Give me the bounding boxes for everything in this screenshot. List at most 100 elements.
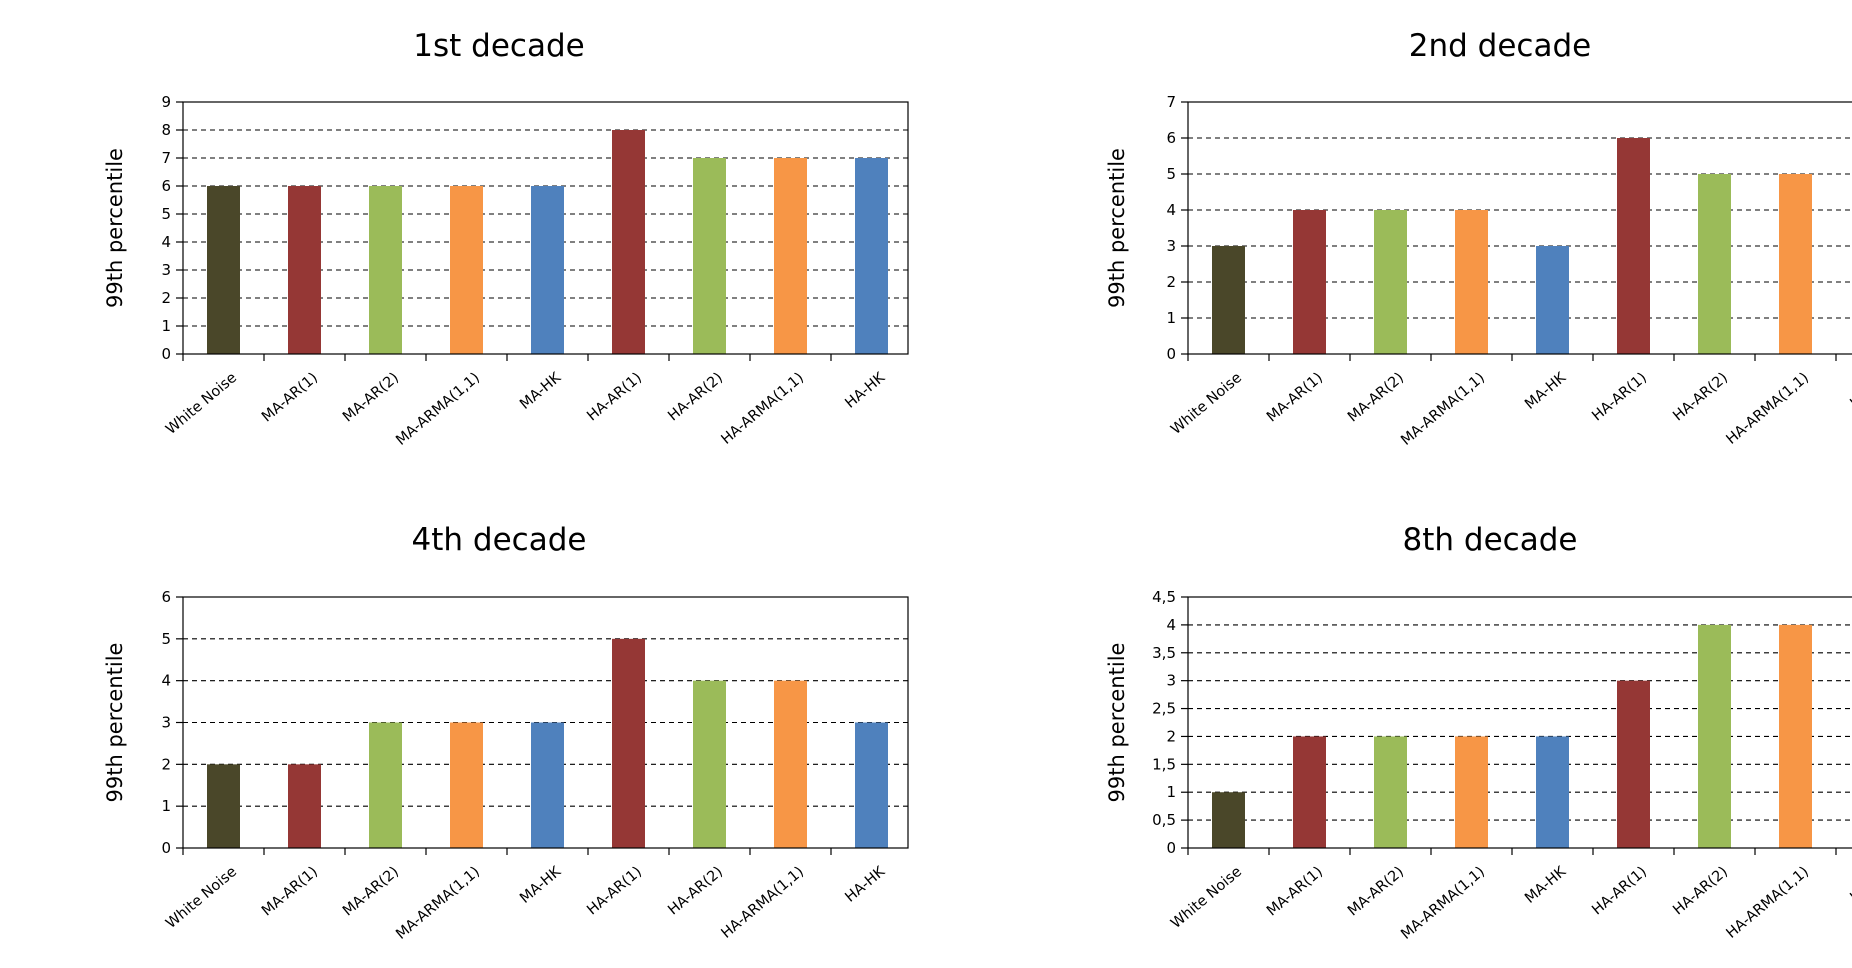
- y-tick-label: 2: [1166, 727, 1176, 745]
- bar-ma-arma-1-1-: [1455, 210, 1488, 354]
- chart-title: 4th decade: [412, 522, 587, 558]
- y-tick-label: 1,5: [1152, 755, 1176, 773]
- plot-frame: [1187, 101, 1852, 355]
- y-tick-label: 1: [161, 797, 171, 815]
- bar-ma-hk: [531, 722, 564, 848]
- x-category-label: HA-AR(1): [584, 370, 645, 425]
- x-category-label: White Noise: [1168, 864, 1245, 932]
- x-category-label: MA-AR(1): [1264, 370, 1326, 426]
- y-axis-label: 99th percentile: [103, 148, 127, 308]
- bar-ha-arma-1-1-: [774, 680, 807, 848]
- y-axis-label: 99th percentile: [1105, 148, 1129, 308]
- bar-ha-arma-1-1-: [1779, 174, 1812, 354]
- y-tick-label: 7: [161, 149, 171, 167]
- x-category-label: HA-AR(1): [584, 864, 645, 919]
- y-tick-label: 5: [161, 630, 171, 648]
- x-category-label: MA-AR(1): [259, 370, 321, 426]
- bar-ma-ar-2-: [1374, 210, 1407, 354]
- bar-ha-ar-1-: [612, 130, 645, 354]
- x-category-label: HA-ARMA(1,1): [718, 864, 807, 942]
- x-category-label: HA-ARMA(1,1): [1723, 864, 1812, 942]
- chart-panel-3: 4th decade 99th percentile 0 1 2 3 4 5 6 White No…: [103, 522, 909, 943]
- y-tick-label: 4: [161, 672, 171, 690]
- y-tick-label: 5: [161, 205, 171, 223]
- bar-white-noise: [1212, 246, 1245, 354]
- bar-ma-ar-2-: [369, 722, 402, 848]
- x-category-label: MA-AR(1): [1264, 864, 1326, 920]
- y-tick-label: 6: [1166, 129, 1176, 147]
- x-category-label: MA-ARMA(1,1): [393, 864, 483, 943]
- y-axis-label: 99th percentile: [103, 643, 127, 803]
- chart-title: 8th decade: [1403, 522, 1578, 558]
- y-tick-label: 0: [161, 839, 171, 857]
- x-category-label: MA-HK: [1522, 369, 1569, 412]
- bar-ha-ar-1-: [1617, 138, 1650, 354]
- y-tick-label: 5: [1166, 165, 1176, 183]
- y-tick-label: 4: [1166, 616, 1176, 634]
- bar-ma-ar-1-: [1293, 210, 1326, 354]
- x-category-label: MA-AR(2): [340, 370, 402, 426]
- x-category-label: HA-HK: [1847, 369, 1852, 411]
- y-axis-label: 99th percentile: [1105, 643, 1129, 803]
- bar-ha-ar-2-: [693, 158, 726, 354]
- x-category-label: HA-AR(1): [1589, 864, 1650, 919]
- bar-ma-ar-1-: [288, 186, 321, 354]
- bar-ma-ar-2-: [369, 186, 402, 354]
- x-category-label: HA-ARMA(1,1): [718, 370, 807, 448]
- bar-white-noise: [1212, 792, 1245, 848]
- x-category-label: White Noise: [1168, 370, 1245, 438]
- y-tick-label: 3,5: [1152, 644, 1176, 662]
- x-category-label: White Noise: [163, 864, 240, 932]
- y-tick-label: 0: [1166, 839, 1176, 857]
- bar-ha-ar-2-: [693, 680, 726, 848]
- bar-ma-hk: [1536, 736, 1569, 848]
- x-category-label: MA-ARMA(1,1): [393, 370, 483, 449]
- y-tick-label: 6: [161, 588, 171, 606]
- bar-ha-ar-2-: [1698, 174, 1731, 354]
- x-category-label: MA-HK: [517, 369, 564, 412]
- bar-ha-ar-2-: [1698, 624, 1731, 848]
- bar-ha-hk: [855, 158, 888, 354]
- bar-ma-hk: [531, 186, 564, 354]
- bar-ma-arma-1-1-: [450, 186, 483, 354]
- plot-frame: [182, 101, 909, 355]
- x-category-label: HA-HK: [842, 863, 888, 905]
- bar-white-noise: [207, 186, 240, 354]
- y-tick-label: 3: [161, 714, 171, 732]
- y-tick-label: 1: [161, 317, 171, 335]
- x-category-label: MA-AR(2): [1345, 864, 1407, 920]
- y-tick-label: 2: [161, 289, 171, 307]
- y-tick-label: 2,5: [1152, 700, 1176, 718]
- y-tick-label: 0: [161, 345, 171, 363]
- x-category-label: HA-AR(2): [665, 864, 726, 919]
- x-category-label: HA-HK: [842, 369, 888, 411]
- bar-ma-ar-1-: [1293, 736, 1326, 848]
- x-category-label: HA-AR(2): [665, 370, 726, 425]
- bar-white-noise: [207, 764, 240, 848]
- y-tick-label: 0,5: [1152, 811, 1176, 829]
- y-tick-label: 1: [1166, 783, 1176, 801]
- y-tick-label: 1: [1166, 309, 1176, 327]
- y-tick-label: 7: [1166, 93, 1176, 111]
- plot-frame: [182, 596, 909, 849]
- bar-ma-ar-2-: [1374, 736, 1407, 848]
- x-category-label: HA-ARMA(1,1): [1723, 370, 1812, 448]
- bar-ha-ar-1-: [1617, 680, 1650, 848]
- y-tick-label: 0: [1166, 345, 1176, 363]
- x-category-label: MA-ARMA(1,1): [1398, 370, 1488, 449]
- bar-ha-ar-1-: [612, 638, 645, 848]
- bar-ma-ar-1-: [288, 764, 321, 848]
- chart-title: 1st decade: [413, 28, 584, 64]
- x-category-label: MA-ARMA(1,1): [1398, 864, 1488, 943]
- bar-ma-arma-1-1-: [450, 722, 483, 848]
- chart-panel-4: 8th decade 99th percentile 0 0,5 1 1,5 2 2,5 3 3,…: [1105, 522, 1852, 943]
- bar-ha-hk: [855, 722, 888, 848]
- x-category-label: HA-AR(1): [1589, 370, 1650, 425]
- plot-frame: [1187, 596, 1852, 849]
- bar-ha-arma-1-1-: [1779, 624, 1812, 848]
- y-tick-label: 4: [1166, 201, 1176, 219]
- x-category-label: MA-HK: [1522, 863, 1569, 906]
- bar-ma-hk: [1536, 246, 1569, 354]
- y-tick-label: 4,5: [1152, 588, 1176, 606]
